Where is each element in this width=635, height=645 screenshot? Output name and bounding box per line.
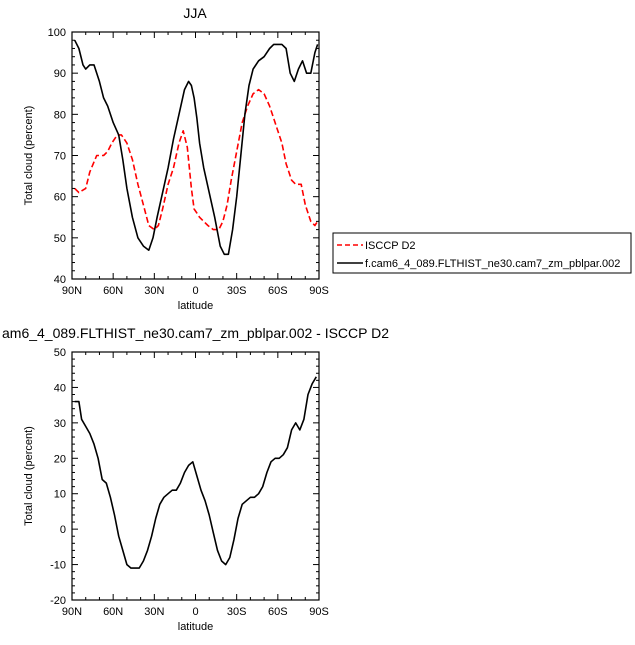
- y-tick-label: -10: [50, 560, 66, 572]
- x-tick-label: 90N: [62, 285, 82, 297]
- y-tick-label: 60: [54, 192, 66, 204]
- plot-frame: [71, 351, 320, 601]
- y-tick-label: 90: [54, 68, 66, 80]
- y-tick-label: 10: [54, 489, 66, 501]
- x-tick-label: 90S: [309, 606, 329, 618]
- x-tick-label: 90S: [309, 285, 329, 297]
- legend-box: [332, 232, 632, 274]
- x-tick-label: 30N: [144, 285, 164, 297]
- x-tick-label: 60N: [103, 285, 123, 297]
- y-tick-label: 70: [54, 151, 66, 163]
- y-axis-label: Total cloud (percent): [23, 426, 35, 526]
- y-tick-label: 80: [54, 109, 66, 121]
- x-tick-label: 30N: [144, 606, 164, 618]
- x-tick-label: 60S: [268, 606, 288, 618]
- x-tick-label: 30S: [227, 285, 247, 297]
- x-tick-label: 0: [192, 285, 198, 297]
- x-tick-label: 60N: [103, 606, 123, 618]
- plot-frame: [71, 31, 320, 280]
- y-axis-label: Total cloud (percent): [23, 106, 35, 206]
- legend-entry-1: f.cam6_4_089.FLTHIST_ne30.cam7_zm_pblpar…: [365, 258, 620, 270]
- y-tick-label: -20: [50, 595, 66, 607]
- chart-title: JJA: [183, 5, 207, 21]
- x-axis-label: latitude: [178, 621, 213, 633]
- y-tick-label: 0: [60, 524, 66, 536]
- top-panel: JJA 90N 60N 30N 0 30S 60S 90S 40 50 60 70 80 90 100 lat…: [23, 5, 632, 312]
- y-tick-label: 50: [54, 347, 66, 359]
- series-line-1: [73, 39, 319, 256]
- legend-entry-0: ISCCP D2: [365, 240, 416, 252]
- x-tick-label: 60S: [268, 285, 288, 297]
- series-line-0: [74, 88, 319, 231]
- y-tick-label: 100: [48, 27, 66, 39]
- y-tick-label: 40: [54, 382, 66, 394]
- x-tick-label: 0: [192, 606, 198, 618]
- chart-title: am6_4_089.FLTHIST_ne30.cam7_zm_pblpar.00…: [2, 325, 389, 341]
- y-tick-label: 50: [54, 233, 66, 245]
- y-tick-label: 40: [54, 274, 66, 286]
- y-tick-label: 20: [54, 453, 66, 465]
- x-tick-label: 30S: [227, 606, 247, 618]
- bottom-panel: am6_4_089.FLTHIST_ne30.cam7_zm_pblpar.00…: [2, 325, 389, 633]
- y-tick-label: 30: [54, 418, 66, 430]
- x-tick-label: 90N: [62, 606, 82, 618]
- series-line-0: [74, 376, 317, 569]
- x-axis-label: latitude: [178, 300, 213, 312]
